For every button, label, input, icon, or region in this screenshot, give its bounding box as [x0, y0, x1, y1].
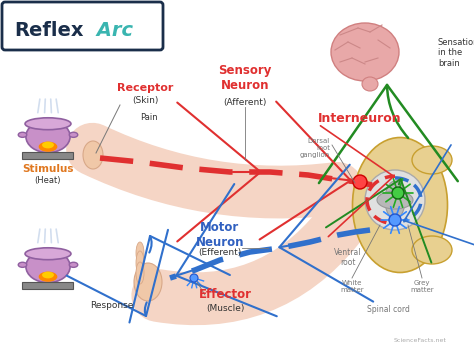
- Ellipse shape: [18, 262, 27, 267]
- Circle shape: [365, 170, 425, 230]
- Circle shape: [353, 175, 367, 189]
- Text: Ventral
root: Ventral root: [334, 248, 362, 267]
- Bar: [22, 282, 73, 289]
- Ellipse shape: [39, 142, 57, 152]
- Ellipse shape: [331, 23, 399, 81]
- Text: Response: Response: [91, 301, 134, 310]
- FancyArrowPatch shape: [158, 227, 338, 299]
- Text: (Muscle): (Muscle): [206, 304, 244, 312]
- Ellipse shape: [25, 248, 71, 260]
- Ellipse shape: [42, 142, 54, 148]
- Ellipse shape: [134, 263, 162, 301]
- Ellipse shape: [83, 141, 103, 169]
- Ellipse shape: [136, 242, 144, 264]
- Text: ScienceFacts.net: ScienceFacts.net: [393, 338, 447, 343]
- Ellipse shape: [42, 272, 54, 279]
- Ellipse shape: [136, 251, 144, 275]
- Ellipse shape: [26, 250, 70, 283]
- Text: Receptor: Receptor: [117, 83, 173, 93]
- Ellipse shape: [18, 132, 27, 138]
- Text: Stimulus: Stimulus: [22, 164, 74, 174]
- Ellipse shape: [377, 191, 413, 209]
- Ellipse shape: [412, 236, 452, 264]
- Ellipse shape: [69, 262, 78, 267]
- Circle shape: [392, 187, 404, 199]
- FancyBboxPatch shape: [2, 2, 163, 50]
- Text: Arc: Arc: [90, 21, 133, 39]
- Ellipse shape: [385, 181, 405, 219]
- Text: Interneuron: Interneuron: [318, 111, 401, 125]
- Text: (Skin): (Skin): [132, 96, 158, 104]
- FancyArrowPatch shape: [92, 149, 337, 192]
- Circle shape: [190, 274, 198, 282]
- Ellipse shape: [25, 118, 71, 130]
- Text: (Efferent): (Efferent): [199, 247, 242, 257]
- Ellipse shape: [26, 120, 70, 153]
- Bar: [22, 152, 73, 158]
- Text: Spinal cord: Spinal cord: [366, 305, 410, 314]
- Text: Sensory
Neuron: Sensory Neuron: [219, 64, 272, 92]
- Ellipse shape: [412, 146, 452, 174]
- Text: Pain: Pain: [140, 113, 158, 122]
- Circle shape: [389, 214, 401, 226]
- Text: (Heat): (Heat): [35, 176, 61, 185]
- Ellipse shape: [39, 272, 57, 282]
- Text: (Afferent): (Afferent): [223, 97, 267, 106]
- Ellipse shape: [362, 77, 378, 91]
- Text: Sensation
in the
brain: Sensation in the brain: [438, 38, 474, 68]
- Text: Motor
Neuron: Motor Neuron: [196, 221, 244, 249]
- Ellipse shape: [353, 138, 447, 273]
- Text: Effector: Effector: [199, 289, 252, 302]
- Text: Dorsal
root
ganglion: Dorsal root ganglion: [300, 138, 330, 158]
- Text: Reflex: Reflex: [14, 21, 83, 39]
- Ellipse shape: [136, 262, 144, 284]
- Ellipse shape: [69, 132, 78, 138]
- Text: Grey
matter: Grey matter: [410, 280, 434, 293]
- Text: White
matter: White matter: [340, 280, 364, 293]
